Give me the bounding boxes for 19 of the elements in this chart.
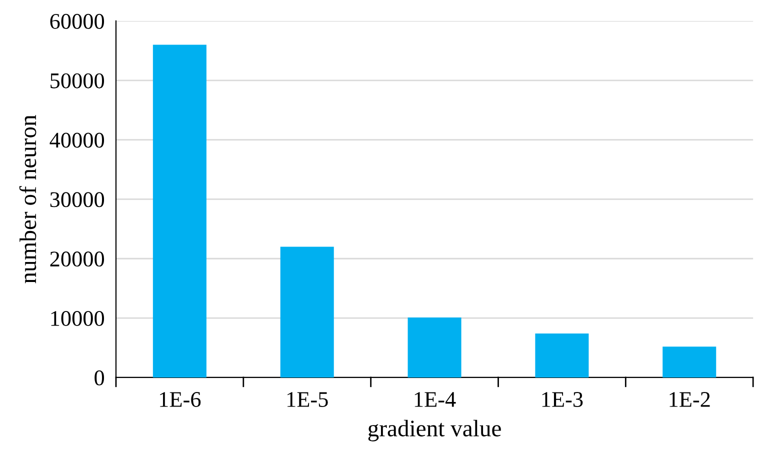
y-tick-label: 30000 <box>50 192 104 208</box>
y-tick-label: 60000 <box>50 14 104 29</box>
y-tick-label: 20000 <box>50 252 104 267</box>
y-tick-label: 10000 <box>51 310 104 326</box>
x-tick-label: 1E-4 <box>414 392 456 407</box>
bar <box>280 246 334 378</box>
y-axis-title: number of neuron <box>19 114 36 284</box>
x-axis-title: gradient value <box>368 420 501 442</box>
y-tick-label: 40000 <box>50 132 104 148</box>
y-tick-label: 0 <box>94 370 104 386</box>
bar <box>662 346 716 378</box>
bar <box>535 333 589 378</box>
x-tick-label: 1E-6 <box>160 392 201 407</box>
x-tick-label: 1E-5 <box>287 392 328 407</box>
bar <box>152 44 206 378</box>
bar <box>408 317 462 378</box>
y-tick-label: 50000 <box>50 73 104 88</box>
x-tick-label: 1E-3 <box>542 392 583 407</box>
x-tick-label: 1E-2 <box>670 392 710 407</box>
